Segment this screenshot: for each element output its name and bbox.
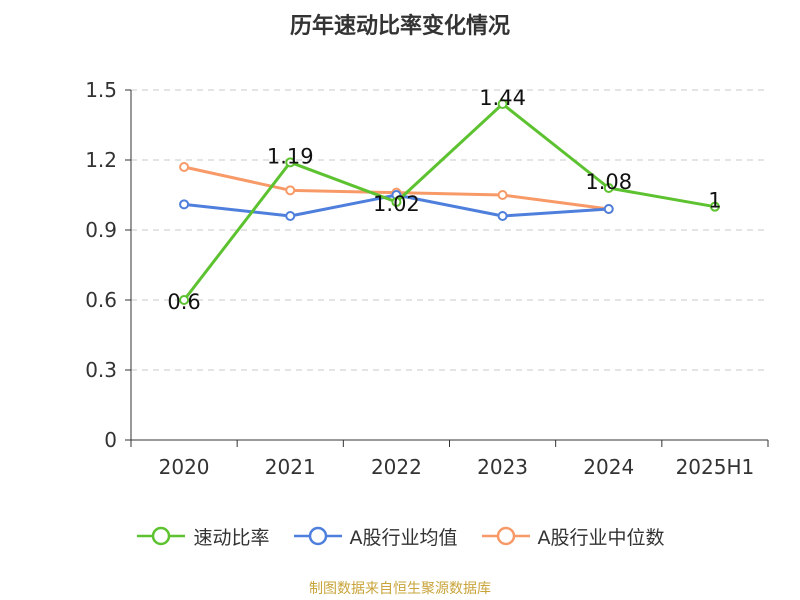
legend-marker-icon xyxy=(293,526,342,546)
series-2-point-0 xyxy=(179,162,190,172)
data-label-4: 1.08 xyxy=(585,170,632,194)
series-1-point-3 xyxy=(497,211,508,221)
legend-label: A股行业均值 xyxy=(349,526,458,549)
x-tick-label-3: 2023 xyxy=(477,455,528,479)
source-note: 制图数据来自恒生聚源数据库 xyxy=(309,581,491,597)
legend-circle xyxy=(308,526,327,546)
y-tick-label-1: 0.3 xyxy=(85,358,117,382)
legend-circle xyxy=(152,526,171,546)
data-label-1: 1.19 xyxy=(267,144,314,168)
series-line-0 xyxy=(182,102,716,301)
series-0-point-5 xyxy=(709,201,720,212)
legend-label: 速动比率 xyxy=(193,526,270,549)
series-0-point-0 xyxy=(179,295,190,305)
y-tick-label-0: 0 xyxy=(104,428,117,452)
legend-marker-icon xyxy=(481,526,530,546)
axes: 0 0.3 0.6 0.9 1.2 1.5 2020 2021 2022 2023 2024 2025… xyxy=(85,78,769,479)
chart-title: 历年速动比率变化情况 xyxy=(289,14,510,39)
data-label-3: 1.44 xyxy=(479,86,526,110)
x-tick-label-0: 2020 xyxy=(159,455,210,479)
legend: 速动比率 A股行业均值 A股行业中位数 xyxy=(0,521,800,551)
series-0-point-4 xyxy=(603,183,614,193)
y-tick-label-2: 0.6 xyxy=(85,288,117,312)
x-tick-label-2: 2022 xyxy=(371,455,422,479)
x-tick-label-5: 2025H1 xyxy=(676,455,755,479)
series-2-point-1 xyxy=(285,185,296,196)
series-0-point-3 xyxy=(497,99,508,109)
data-label-2: 1.02 xyxy=(373,192,420,216)
series-2-point-3 xyxy=(497,190,508,200)
legend-item-0[interactable]: 速动比率 xyxy=(135,523,270,550)
y-tick-label-5: 1.5 xyxy=(85,78,117,102)
x-tick-label-1: 2021 xyxy=(265,455,316,479)
series-1-point-0 xyxy=(179,199,190,210)
y-tick-label-3: 0.9 xyxy=(85,218,117,242)
gridlines xyxy=(131,89,768,371)
y-tick-label-4: 1.2 xyxy=(85,148,117,172)
data-label-0: 0.6 xyxy=(167,290,200,314)
legend-circle xyxy=(496,526,515,546)
legend-item-2[interactable]: A股行业中位数 xyxy=(480,523,665,550)
series-lines xyxy=(179,99,720,305)
series-0-point-1 xyxy=(285,157,296,168)
legend-item-1[interactable]: A股行业均值 xyxy=(292,523,458,550)
legend-marker-icon xyxy=(137,526,186,546)
series-1-point-4 xyxy=(603,204,614,214)
data-label-5: 1 xyxy=(708,189,721,213)
series-1-point-1 xyxy=(285,211,296,221)
series-0-point-2 xyxy=(391,197,402,207)
data-labels: 0.6 1.19 1.02 1.44 1.08 1 xyxy=(167,86,721,314)
x-tick-label-4: 2024 xyxy=(583,455,634,479)
legend-label: A股行业中位数 xyxy=(537,526,665,549)
